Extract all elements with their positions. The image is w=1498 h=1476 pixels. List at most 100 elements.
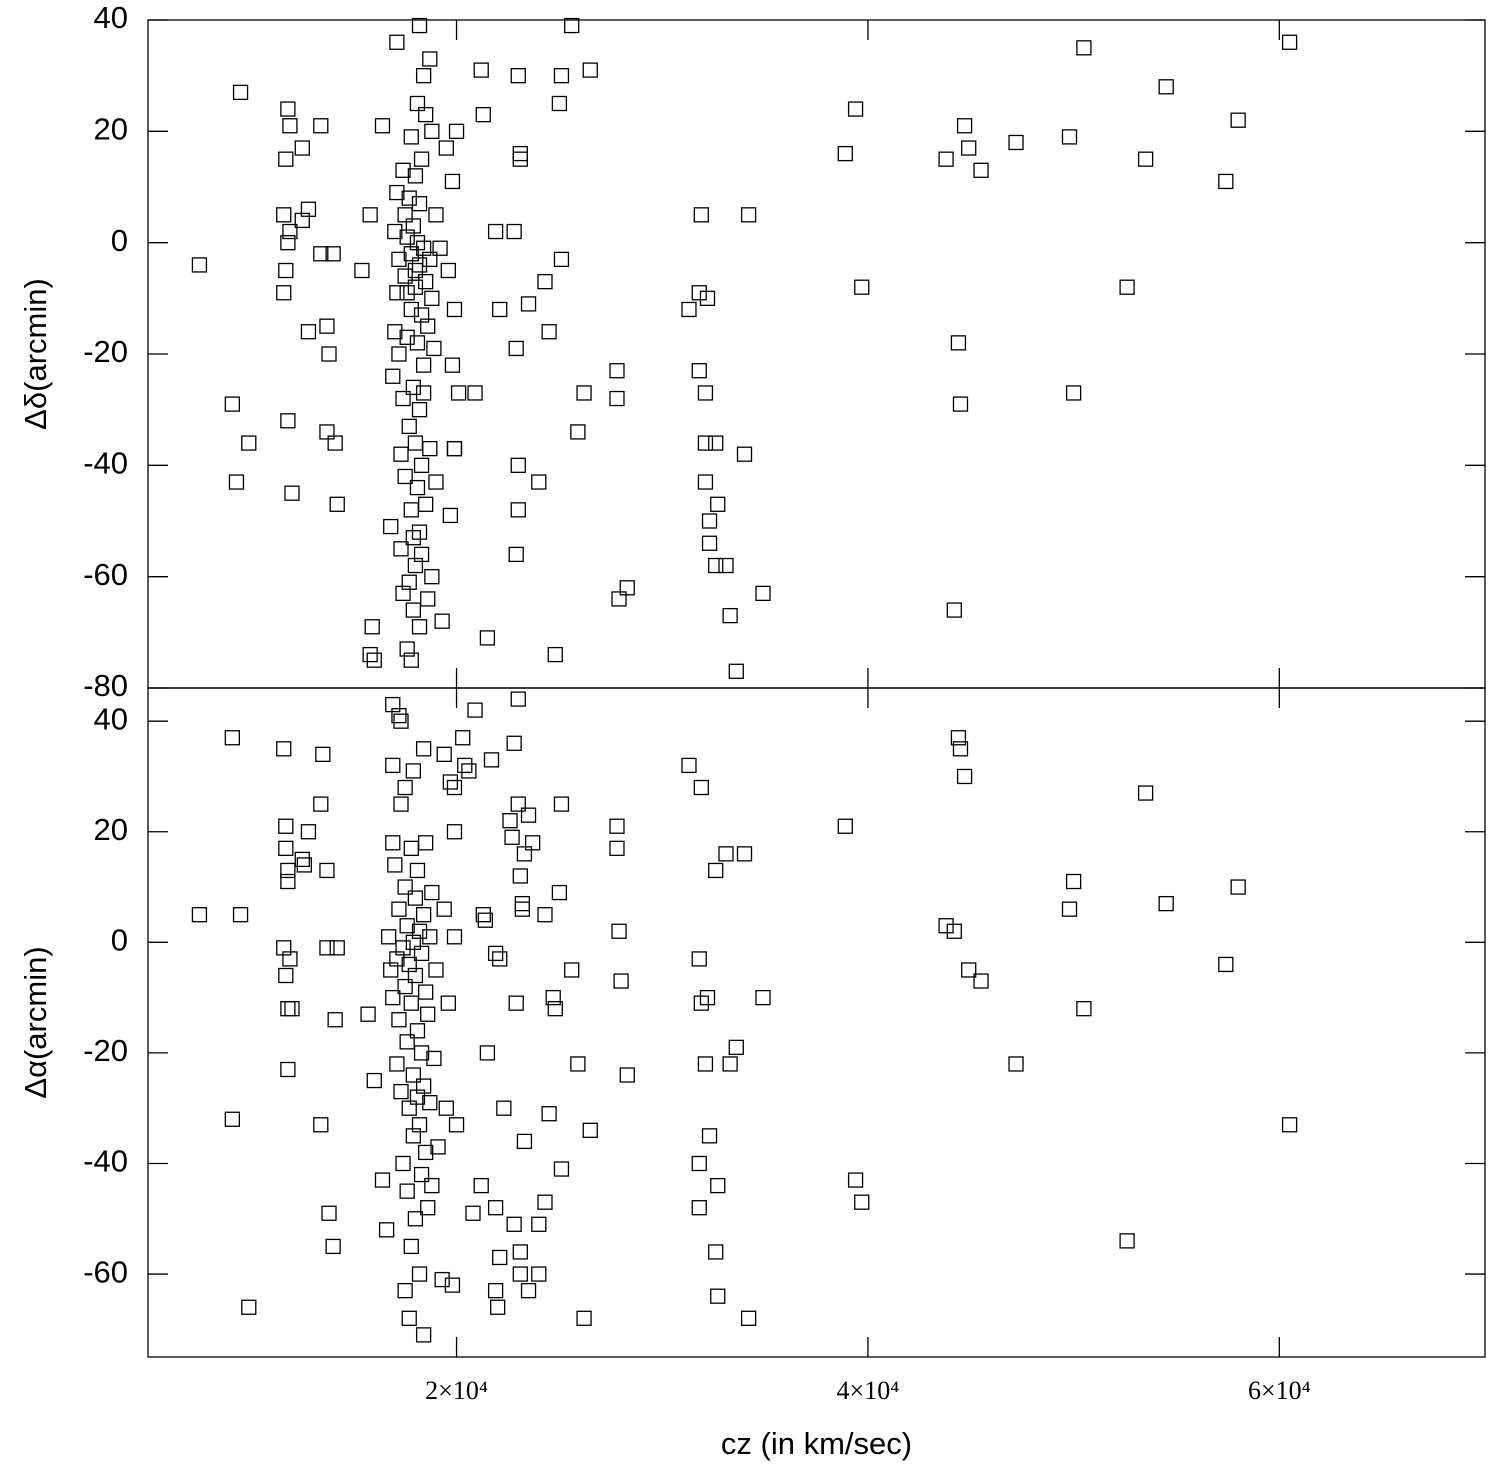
point: [1281, 1117, 1298, 1133]
point: [1065, 873, 1082, 890]
point: [956, 118, 973, 134]
point: [508, 340, 524, 357]
point: [397, 978, 413, 995]
point: [541, 1106, 557, 1122]
y-tick-label: 0: [111, 923, 128, 958]
point: [280, 101, 296, 117]
point: [278, 967, 294, 984]
point: [691, 1200, 707, 1216]
point: [296, 857, 312, 873]
point: [294, 851, 310, 868]
point: [378, 1222, 395, 1238]
point: [413, 1045, 430, 1061]
point: [457, 757, 473, 774]
point: [224, 396, 240, 412]
point: [502, 813, 518, 829]
point: [570, 1056, 586, 1072]
point: [697, 435, 714, 451]
point: [399, 1183, 415, 1199]
point: [512, 151, 528, 167]
point: [448, 123, 465, 139]
point: [415, 1327, 432, 1343]
x-tick-label: 2×10⁴: [425, 1376, 488, 1405]
point: [609, 818, 625, 834]
point: [553, 1161, 570, 1177]
point: [424, 123, 440, 139]
point: [467, 385, 483, 401]
point: [381, 929, 397, 945]
point: [446, 929, 463, 945]
point: [514, 901, 531, 917]
y-tick-label: -20: [83, 1033, 128, 1068]
point: [446, 440, 463, 457]
point: [389, 951, 405, 967]
point: [413, 307, 430, 323]
point: [938, 918, 954, 934]
point: [399, 285, 415, 301]
point: [1008, 134, 1024, 151]
point: [434, 613, 450, 629]
point: [564, 17, 580, 34]
point: [446, 301, 463, 318]
point: [609, 390, 625, 407]
point: [1061, 129, 1078, 145]
point: [1218, 956, 1234, 973]
point: [490, 1299, 506, 1315]
point: [961, 962, 977, 978]
point: [276, 207, 292, 223]
point: [411, 923, 428, 939]
point: [401, 1100, 417, 1116]
point: [413, 457, 430, 473]
point: [537, 907, 553, 923]
point: [520, 296, 537, 312]
point: [405, 763, 421, 779]
point: [327, 1012, 343, 1028]
point: [512, 1266, 528, 1282]
point: [329, 496, 345, 512]
point: [487, 1200, 504, 1216]
point: [520, 807, 537, 823]
point: [284, 1001, 300, 1017]
point: [418, 273, 434, 290]
point: [325, 1238, 341, 1255]
point: [411, 524, 428, 540]
point: [409, 235, 426, 251]
point: [321, 1205, 337, 1221]
point: [553, 68, 570, 84]
point: [691, 285, 707, 301]
point: [950, 730, 967, 746]
point: [693, 995, 709, 1011]
point: [448, 1117, 465, 1133]
point: [313, 1117, 329, 1133]
point: [401, 1310, 417, 1326]
point: [393, 446, 409, 462]
point: [708, 1244, 724, 1260]
point: [1218, 173, 1234, 190]
x-axis-label: cz (in km/sec): [721, 1426, 912, 1461]
point: [736, 446, 753, 462]
point: [409, 335, 426, 351]
point: [531, 474, 547, 490]
point: [755, 585, 771, 602]
point: [374, 1172, 391, 1188]
point: [524, 835, 541, 851]
point: [282, 223, 298, 240]
point: [354, 262, 370, 279]
point: [722, 1056, 738, 1072]
point: [510, 68, 526, 84]
point: [224, 1111, 240, 1127]
point: [313, 246, 329, 262]
point: [718, 557, 734, 574]
point: [475, 106, 491, 123]
point: [405, 1128, 421, 1144]
point: [276, 741, 292, 757]
point: [385, 696, 401, 713]
point: [483, 752, 500, 768]
point: [403, 246, 419, 262]
point: [847, 101, 864, 117]
point: [510, 502, 526, 518]
point: [397, 779, 413, 796]
y-tick-label: -40: [83, 446, 128, 481]
point: [710, 496, 726, 512]
point: [428, 207, 444, 223]
